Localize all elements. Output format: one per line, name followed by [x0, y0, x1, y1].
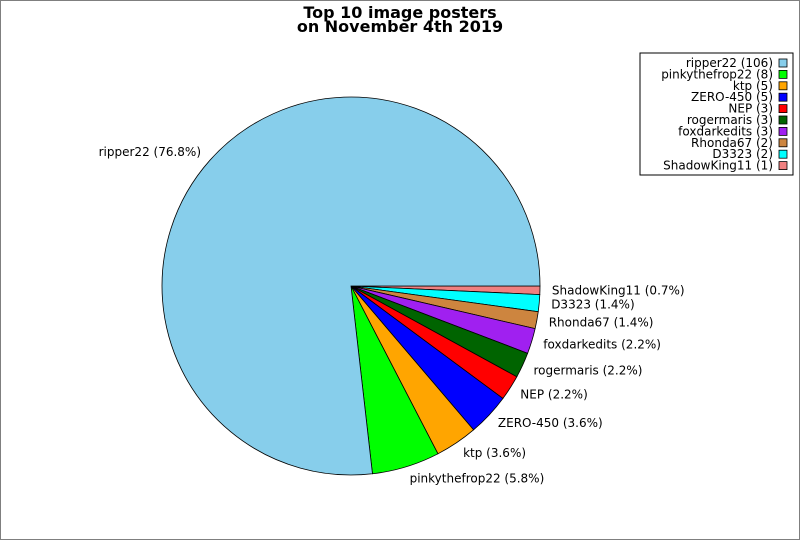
slice-label-shadowking11: ShadowKing11 (0.7%) — [552, 284, 685, 298]
slice-label-rhonda67: Rhonda67 (1.4%) — [549, 315, 654, 329]
legend-swatch-d3323 — [778, 149, 788, 159]
pie-slice-ripper22 — [161, 96, 541, 476]
slice-label-rogermaris: rogermaris (2.2%) — [534, 363, 643, 377]
legend-label-ktp: ktp (5) — [733, 79, 773, 93]
legend-label-ripper22: ripper22 (106) — [686, 56, 773, 70]
legend-swatch-ripper22 — [778, 58, 788, 68]
legend-swatch-zero-450 — [778, 92, 788, 102]
slice-label-foxdarkedits: foxdarkedits (2.2%) — [543, 338, 661, 352]
legend-swatch-rogermaris — [778, 115, 788, 125]
legend-label-zero-450: ZERO-450 (5) — [691, 90, 773, 104]
legend-swatch-pinkythefrop22 — [778, 70, 788, 79]
legend-swatch-nep — [778, 104, 788, 113]
legend-label-shadowking11: ShadowKing11 (1) — [663, 159, 773, 173]
slice-label-nep: NEP (2.2%) — [520, 387, 587, 401]
slice-label-zero-450: ZERO-450 (3.6%) — [498, 416, 603, 430]
slice-label-d3323: D3323 (1.4%) — [551, 297, 634, 311]
legend-label-rhonda67: Rhonda67 (2) — [691, 136, 773, 150]
pie-slices — [161, 96, 541, 476]
slice-label-ktp: ktp (3.6%) — [463, 446, 526, 460]
legend: ripper22 (106)pinkythefrop22 (8)ktp (5)Z… — [639, 52, 794, 176]
legend-swatch-shadowking11 — [778, 161, 788, 171]
legend-box — [639, 52, 794, 176]
legend-label-pinkythefrop22: pinkythefrop22 (8) — [661, 67, 773, 81]
slice-label-ripper22: ripper22 (76.8%) — [99, 145, 201, 159]
legend-label-nep: NEP (3) — [728, 102, 773, 116]
pie-slice-labels: ShadowKing11 (0.7%)D3323 (1.4%) Rhonda67 … — [99, 145, 685, 485]
legend-label-rogermaris: rogermaris (3) — [687, 113, 773, 127]
legend-swatch-foxdarkedits — [778, 127, 788, 136]
chart-title: Top 10 image posters — [303, 3, 496, 22]
legend-label-d3323: D3323 (2) — [712, 147, 773, 161]
legend-swatch-ktp — [778, 81, 788, 91]
slice-label-pinkythefrop22: pinkythefrop22 (5.8%) — [410, 471, 545, 485]
chart-subtitle: on November 4th 2019 — [297, 17, 503, 36]
legend-label-foxdarkedits: foxdarkedits (3) — [678, 124, 773, 138]
legend-swatch-rhonda67 — [778, 138, 788, 148]
